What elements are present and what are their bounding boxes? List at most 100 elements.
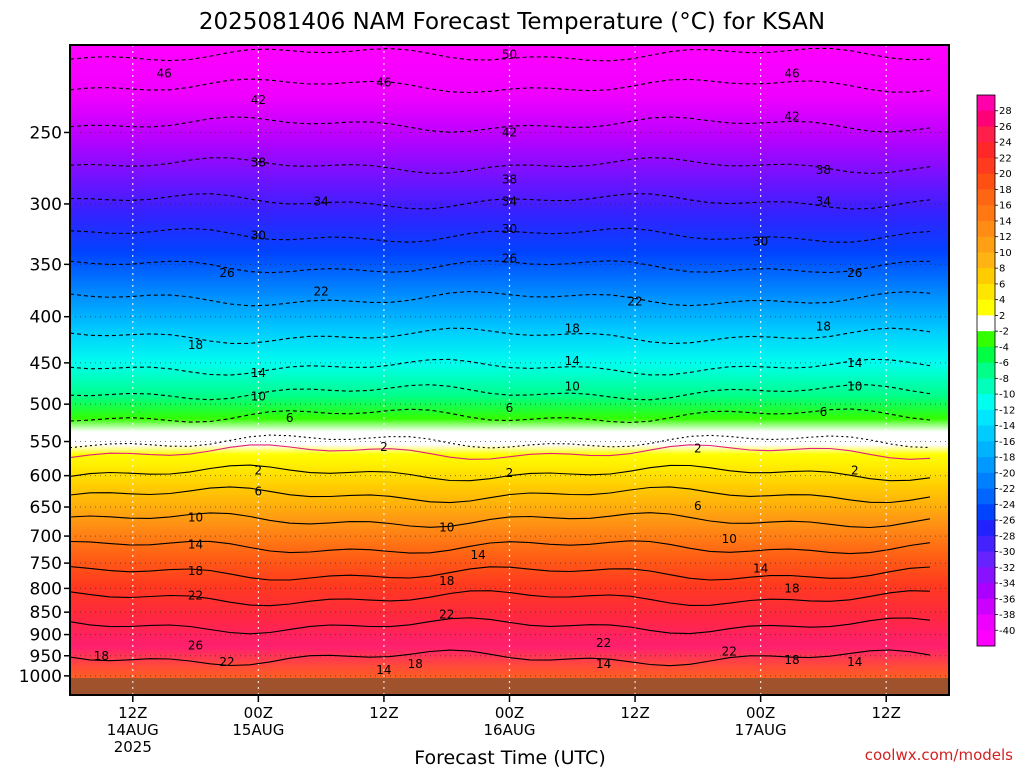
x-tick-label: 12Z <box>369 704 398 722</box>
colorbar: 28 26 24 22 20 18 16 14 12 10 8 6 4 2 -2 -4 -6 -8 -10 -12 -1… <box>976 94 1015 647</box>
colorbar-swatch <box>977 409 995 426</box>
colorbar-swatch <box>977 457 995 474</box>
contour-label: 50 <box>502 48 517 62</box>
y-tick-label: 700 <box>30 527 62 547</box>
y-axis: 250 300 350 400 450 500 550 600 650 700 750 800 850 9… <box>19 123 70 687</box>
x-tick-label: 12Z <box>620 704 649 722</box>
contour-label: 18 <box>439 574 454 588</box>
isotherm-line <box>70 408 931 424</box>
contour-label: 42 <box>502 125 517 139</box>
x-tick-label: 00Z <box>495 704 524 722</box>
isotherm-line <box>70 384 931 401</box>
colorbar-swatch <box>977 126 995 143</box>
contour-label: 26 <box>502 252 517 266</box>
contour-label: 18 <box>816 319 831 333</box>
colorbar-swatch <box>977 630 995 647</box>
colorbar-swatch <box>977 362 995 379</box>
colorbar-label: 18 <box>999 185 1012 196</box>
contour-label: 2 <box>255 463 263 477</box>
y-tick-label: 650 <box>30 498 62 518</box>
chart-title: 2025081406 NAM Forecast Temperature (°C)… <box>199 9 825 35</box>
colorbar-swatch <box>977 441 995 458</box>
colorbar-swatch <box>977 614 995 631</box>
colorbar-swatch <box>977 346 995 364</box>
colorbar-label: -30 <box>999 547 1015 558</box>
contour-label: 10 <box>188 511 203 525</box>
contour-label: 10 <box>847 380 862 394</box>
colorbar-label: 16 <box>999 201 1012 212</box>
colorbar-label: -18 <box>999 453 1015 464</box>
colorbar-swatch <box>977 315 995 332</box>
colorbar-swatch <box>977 504 995 521</box>
colorbar-swatch <box>977 299 995 316</box>
colorbar-label: 6 <box>999 279 1005 290</box>
isotherm-line <box>70 444 931 460</box>
x-tick-label: 2025 <box>114 738 152 756</box>
contour-label: 42 <box>251 93 266 107</box>
colorbar-label: 24 <box>999 138 1012 149</box>
grid-lines <box>70 45 949 695</box>
y-tick-label: 1000 <box>19 667 62 687</box>
contour-label: 34 <box>314 194 329 208</box>
isotherm-line <box>70 157 931 175</box>
y-tick-label: 900 <box>30 626 62 646</box>
y-tick-label: 950 <box>30 647 62 667</box>
y-tick-label: 400 <box>30 308 62 328</box>
colorbar-label: 22 <box>999 153 1012 164</box>
isotherm-line <box>70 464 931 482</box>
contour-label: 6 <box>255 485 263 499</box>
ground-below-surface <box>70 678 949 695</box>
contour-label: 10 <box>439 521 454 535</box>
colorbar-swatch <box>977 583 995 600</box>
contour-label: 14 <box>251 366 266 380</box>
colorbar-swatch <box>977 331 995 348</box>
isotherm-line <box>70 540 931 555</box>
isotherm-line <box>70 617 931 635</box>
contour-label: 2 <box>694 442 702 456</box>
contour-label: 10 <box>565 380 580 394</box>
y-tick-label: 800 <box>30 579 62 599</box>
colorbar-label: 4 <box>999 295 1005 306</box>
isotherm-line <box>70 434 931 449</box>
colorbar-swatch <box>977 598 995 615</box>
contour-label: 22 <box>188 589 203 603</box>
colorbar-label: -24 <box>999 500 1015 511</box>
y-tick-label: 550 <box>30 433 62 453</box>
contour-label: 46 <box>157 66 172 80</box>
isotherm-line <box>70 486 931 504</box>
x-tick-label: 00Z <box>746 704 775 722</box>
y-tick-label: 750 <box>30 554 62 574</box>
contour-label: 22 <box>219 655 234 669</box>
colorbar-label: 26 <box>999 122 1012 133</box>
y-tick-label: 250 <box>30 123 62 143</box>
colorbar-label: -26 <box>999 516 1015 527</box>
x-tick-label: 00Z <box>244 704 273 722</box>
colorbar-swatch <box>977 220 995 238</box>
contour-label: 18 <box>188 564 203 578</box>
contour-label: 14 <box>188 537 203 551</box>
contour-label: 26 <box>847 266 862 280</box>
colorbar-label: -10 <box>999 390 1015 401</box>
colorbar-swatch <box>977 535 995 552</box>
x-tick-label: 15AUG <box>232 721 284 739</box>
isotherm-line <box>70 649 931 667</box>
x-tick-label: 12Z <box>118 704 147 722</box>
contour-label: 22 <box>439 607 454 621</box>
contour-label: 6 <box>820 405 828 419</box>
colorbar-swatch <box>977 551 995 568</box>
colorbar-swatch <box>977 110 995 127</box>
x-tick-label: 16AUG <box>484 721 536 739</box>
x-axis-title: Forecast Time (UTC) <box>414 747 605 768</box>
isotherm-line <box>70 290 931 307</box>
contour-label: 18 <box>188 338 203 352</box>
colorbar-label: -38 <box>999 610 1015 621</box>
colorbar-label: -4 <box>999 342 1009 353</box>
contour-label: 6 <box>694 499 702 513</box>
contour-label: 2 <box>506 466 514 480</box>
contour-label: 2 <box>851 463 859 477</box>
contour-label: 26 <box>219 266 234 280</box>
colorbar-label: -16 <box>999 437 1015 448</box>
